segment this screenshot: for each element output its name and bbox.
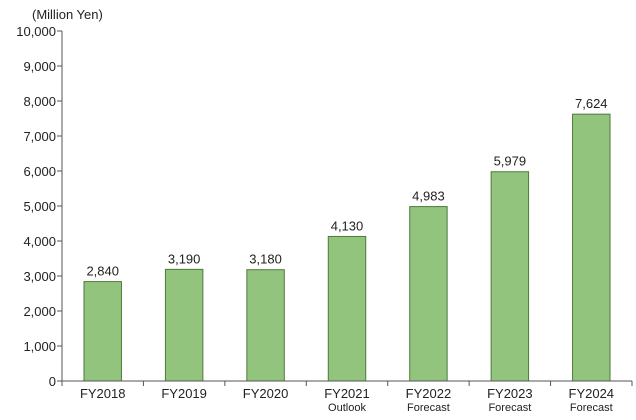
bar-fy2018 — [83, 281, 122, 382]
y-tick-label: 6,000 — [23, 164, 56, 179]
y-tick-label: 3,000 — [23, 269, 56, 284]
bar-value-label: 3,180 — [249, 252, 282, 267]
y-axis: 0 1,000 2,000 3,000 4,000 5,000 6,000 7,000 8,00… — [16, 24, 63, 389]
x-tick-sublabel: Outlook — [328, 402, 366, 414]
x-tick-label: FY2020 — [243, 386, 289, 401]
y-tick-label: 4,000 — [23, 234, 56, 249]
x-axis: FY2018 FY2019 FY2020 FY2021OutlookFY2022For… — [61, 380, 633, 414]
x-tick-label: FY2022 — [406, 386, 452, 401]
bar-series: 2,840 3,190 3,180 4,130 4,983 5,979 7,624 — [83, 96, 611, 382]
x-tick-label: FY2023 — [487, 386, 533, 401]
y-tick-label: 1,000 — [23, 339, 56, 354]
y-tick-label: 0 — [49, 374, 56, 389]
x-tick-label: FY2019 — [161, 386, 207, 401]
y-tick-label: 5,000 — [23, 199, 56, 214]
x-tick-sublabel: Forecast — [407, 402, 450, 414]
x-tick-sublabel: Forecast — [488, 402, 531, 414]
bar-value-label: 3,190 — [168, 251, 201, 266]
bar-fy2024 — [572, 113, 611, 382]
y-axis-unit-label: (Million Yen) — [32, 7, 103, 22]
bar-fy2023 — [490, 171, 530, 382]
y-tick-label: 8,000 — [23, 94, 56, 109]
x-tick-label: FY2018 — [80, 386, 126, 401]
y-tick-label: 10,000 — [16, 24, 56, 39]
bar-fy2019 — [164, 268, 204, 382]
x-tick-label: FY2021 — [324, 386, 370, 401]
bar-fy2020 — [246, 269, 285, 382]
bar-value-label: 4,983 — [412, 189, 445, 204]
bar-fy2021 — [327, 235, 367, 382]
bar-fy2022 — [409, 206, 448, 382]
bar-value-label: 7,624 — [575, 96, 608, 111]
y-tick-label: 7,000 — [23, 129, 56, 144]
y-tick-label: 9,000 — [23, 59, 56, 74]
bar-value-label: 4,130 — [331, 218, 364, 233]
y-tick-label: 2,000 — [23, 304, 56, 319]
bar-value-label: 2,840 — [86, 264, 119, 279]
bar-value-label: 5,979 — [494, 154, 527, 169]
x-tick-label: FY2024 — [569, 386, 615, 401]
x-tick-sublabel: Forecast — [570, 402, 613, 414]
